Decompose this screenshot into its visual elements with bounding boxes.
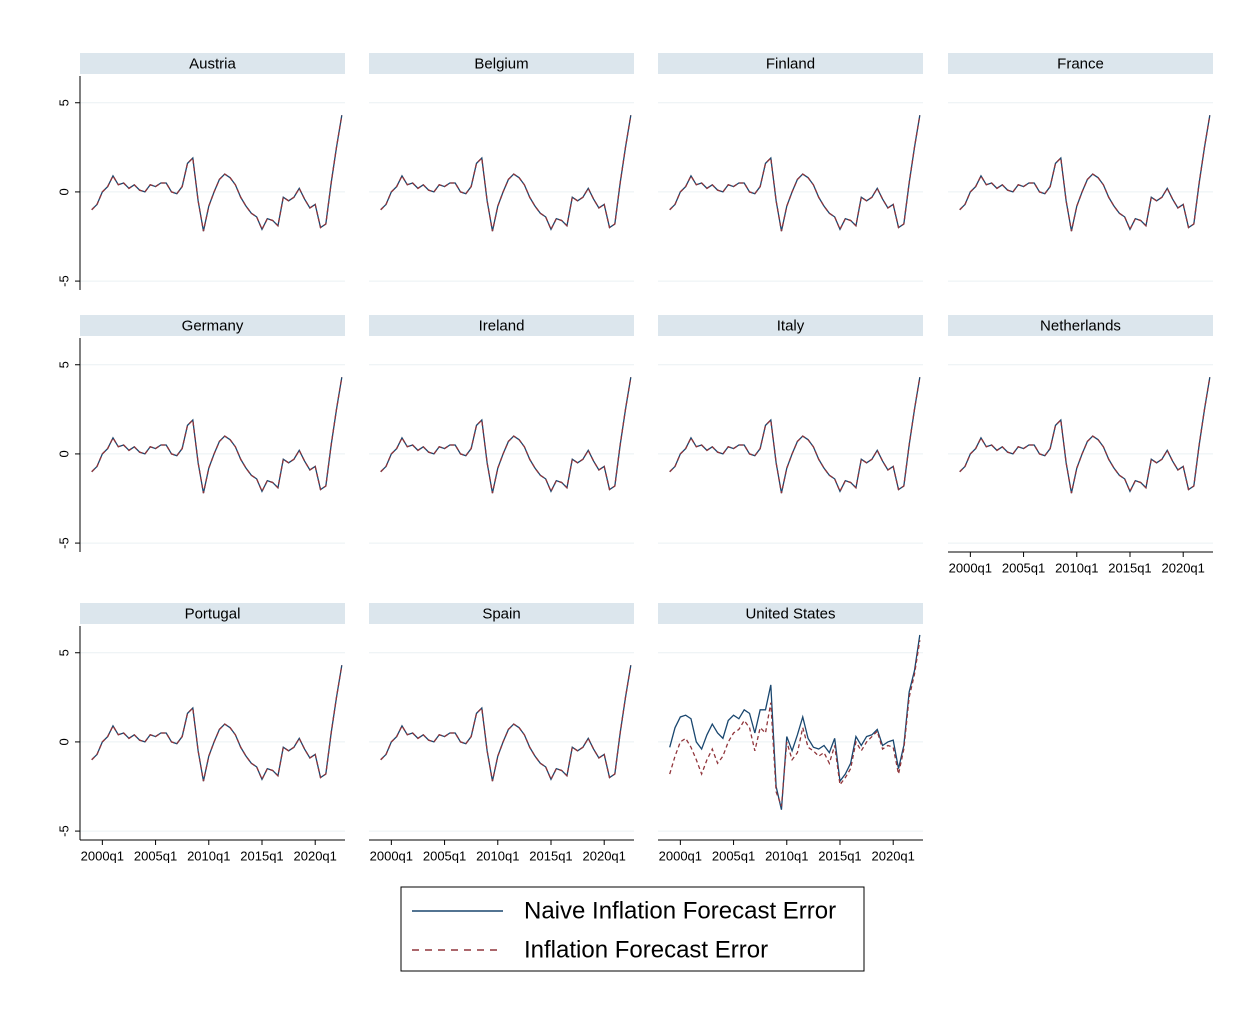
panel-strip (948, 53, 1213, 74)
panel-title: Ireland (479, 317, 525, 334)
panel-title: Germany (182, 317, 244, 334)
series-line (380, 665, 632, 782)
x-tick-label: 2010q1 (1055, 560, 1098, 575)
series-line (669, 115, 921, 232)
panel-title: Italy (777, 317, 805, 334)
series-line (91, 665, 343, 782)
panel-title: France (1057, 55, 1104, 72)
x-tick-label: 2010q1 (476, 848, 519, 863)
y-tick-label: 0 (56, 450, 71, 457)
y-tick-label: 0 (56, 738, 71, 745)
x-tick-label: 2015q1 (1108, 560, 1151, 575)
x-tick-label: 2005q1 (134, 848, 177, 863)
panel-strip (948, 315, 1213, 336)
panel-title: Belgium (474, 55, 528, 72)
x-tick-label: 2000q1 (949, 560, 992, 575)
y-tick-label: 0 (56, 188, 71, 195)
x-tick-label: 2000q1 (370, 848, 413, 863)
x-tick-label: 2015q1 (818, 848, 861, 863)
x-tick-label: 2005q1 (1002, 560, 1045, 575)
x-tick-label: 2010q1 (187, 848, 230, 863)
series-line (380, 665, 632, 782)
series-line (91, 115, 343, 232)
panel-title: Austria (189, 55, 236, 72)
panel-strip (80, 315, 345, 336)
series-line (959, 115, 1211, 232)
series-line (959, 377, 1211, 494)
series-line (380, 377, 632, 494)
panel-strip (80, 53, 345, 74)
x-tick-label: 2005q1 (712, 848, 755, 863)
series-line (669, 640, 921, 807)
x-tick-label: 2010q1 (765, 848, 808, 863)
series-line (669, 115, 921, 232)
x-tick-label: 2020q1 (1162, 560, 1205, 575)
x-tick-label: 2020q1 (294, 848, 337, 863)
y-tick-label: 5 (56, 361, 71, 368)
x-tick-label: 2015q1 (240, 848, 283, 863)
series-line (669, 634, 921, 810)
y-tick-label: 5 (56, 649, 71, 656)
x-tick-label: 2020q1 (583, 848, 626, 863)
panel-strip (658, 603, 923, 624)
y-tick-label: -5 (56, 537, 71, 549)
y-tick-label: 5 (56, 99, 71, 106)
x-tick-label: 2000q1 (81, 848, 124, 863)
x-tick-label: 2005q1 (423, 848, 466, 863)
series-line (380, 377, 632, 494)
series-line (91, 665, 343, 782)
panel-strip (369, 315, 634, 336)
series-line (91, 115, 343, 232)
panel-strip (658, 315, 923, 336)
series-line (959, 377, 1211, 494)
legend-label: Inflation Forecast Error (524, 936, 768, 963)
series-line (380, 115, 632, 232)
panel-title: United States (745, 605, 835, 622)
series-line (959, 115, 1211, 232)
series-line (669, 377, 921, 494)
panel-strip (369, 53, 634, 74)
series-line (380, 115, 632, 232)
legend-label: Naive Inflation Forecast Error (524, 897, 836, 924)
series-line (91, 377, 343, 494)
y-tick-label: -5 (56, 825, 71, 837)
panel-strip (658, 53, 923, 74)
panel-strip (369, 603, 634, 624)
panel-strip (80, 603, 345, 624)
panel-title: Finland (766, 55, 815, 72)
legend-box (400, 886, 865, 972)
panel-title: Portugal (185, 605, 241, 622)
x-tick-label: 2020q1 (872, 848, 915, 863)
series-line (669, 377, 921, 494)
x-tick-label: 2015q1 (529, 848, 572, 863)
panel-title: Spain (482, 605, 520, 622)
panel-title: Netherlands (1040, 317, 1121, 334)
x-tick-label: 2000q1 (659, 848, 702, 863)
series-line (91, 377, 343, 494)
y-tick-label: -5 (56, 275, 71, 287)
